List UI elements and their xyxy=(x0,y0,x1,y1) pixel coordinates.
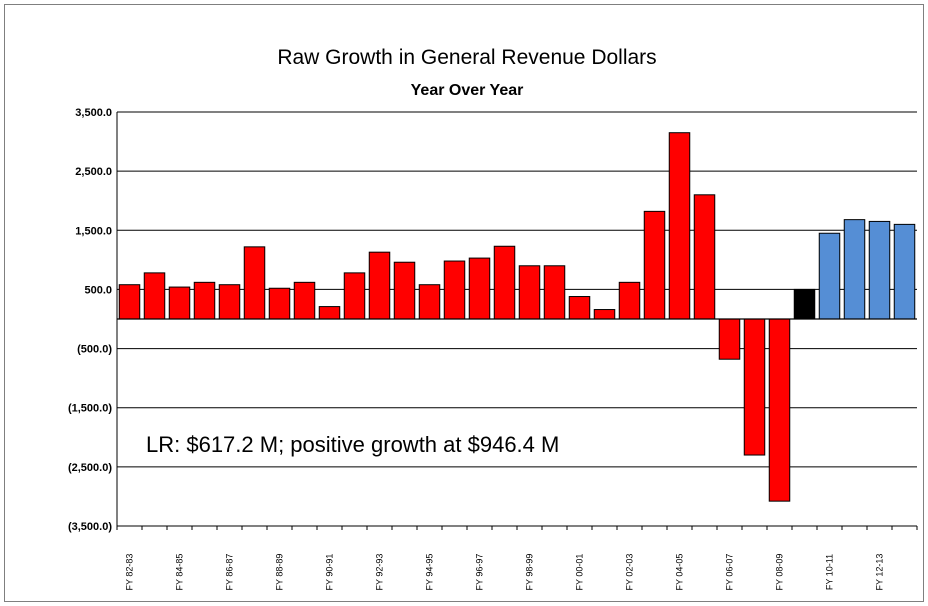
bar xyxy=(318,306,341,320)
bar xyxy=(293,281,316,320)
bar xyxy=(768,318,791,502)
x-tick-label: FY 88-89 xyxy=(275,554,285,591)
bar xyxy=(193,281,216,320)
bar xyxy=(168,286,191,320)
bar xyxy=(243,246,266,320)
x-tick-label: FY 10-11 xyxy=(825,554,835,590)
x-tick-label: FY 98-99 xyxy=(525,554,535,591)
bar xyxy=(818,232,841,320)
y-tick-label: 1,500.0 xyxy=(75,225,112,237)
bar xyxy=(668,132,691,320)
x-tick-label: FY 96-97 xyxy=(475,554,485,591)
x-tick-label: FY 84-85 xyxy=(175,554,185,591)
bar xyxy=(218,284,241,320)
bar xyxy=(618,281,641,320)
y-tick-label: 3,500.0 xyxy=(75,107,112,119)
x-tick-label: FY 94-95 xyxy=(425,554,435,591)
bar xyxy=(518,265,541,320)
y-tick-label: 2,500.0 xyxy=(75,166,112,178)
bar xyxy=(593,309,616,320)
bar xyxy=(343,272,366,320)
bar xyxy=(868,220,891,320)
y-tick-label: (1,500.0) xyxy=(68,403,112,415)
bar xyxy=(843,219,866,320)
y-tick-label: 500.0 xyxy=(84,284,112,296)
bar xyxy=(468,257,491,320)
tick-labels: 3,500.0 2,500.0 1,500.0 500.0 (500.0) (1,500.… xyxy=(68,107,885,590)
bar xyxy=(443,260,466,320)
x-tick-label: FY 06-07 xyxy=(725,554,735,591)
bar xyxy=(568,296,591,320)
bar xyxy=(118,284,141,320)
x-tick-label: FY 00-01 xyxy=(575,554,585,591)
bar xyxy=(643,210,666,320)
x-tick-label: FY 82-83 xyxy=(125,554,135,591)
bar xyxy=(743,318,766,456)
bar xyxy=(493,245,516,320)
bar xyxy=(543,265,566,320)
y-tick-label: (500.0) xyxy=(77,344,112,356)
bar xyxy=(393,261,416,320)
bars xyxy=(118,132,916,502)
x-tick-label: FY 04-05 xyxy=(675,554,685,591)
bar xyxy=(693,194,716,320)
x-tick-label: FY 08-09 xyxy=(775,554,785,591)
bar xyxy=(268,287,291,320)
x-tick-label: FY 86-87 xyxy=(225,554,235,591)
bar xyxy=(793,288,816,320)
x-tick-label: FY 12-13 xyxy=(875,554,885,591)
bar xyxy=(418,284,441,320)
y-tick-label: (3,500.0) xyxy=(68,521,112,533)
axes xyxy=(116,112,918,530)
chart-title: Raw Growth in General Revenue Dollars xyxy=(277,46,656,69)
annotation: LR: $617.2 M; positive growth at $946.4 … xyxy=(146,432,559,457)
bar xyxy=(718,318,741,360)
y-tick-label: (2,500.0) xyxy=(68,462,112,474)
bar xyxy=(368,251,391,320)
x-tick-label: FY 92-93 xyxy=(375,554,385,591)
bar xyxy=(143,272,166,320)
x-tick-label: FY 02-03 xyxy=(625,554,635,591)
bar xyxy=(893,223,916,320)
x-tick-label: FY 90-91 xyxy=(325,554,335,591)
chart-subtitle: Year Over Year xyxy=(411,82,524,99)
